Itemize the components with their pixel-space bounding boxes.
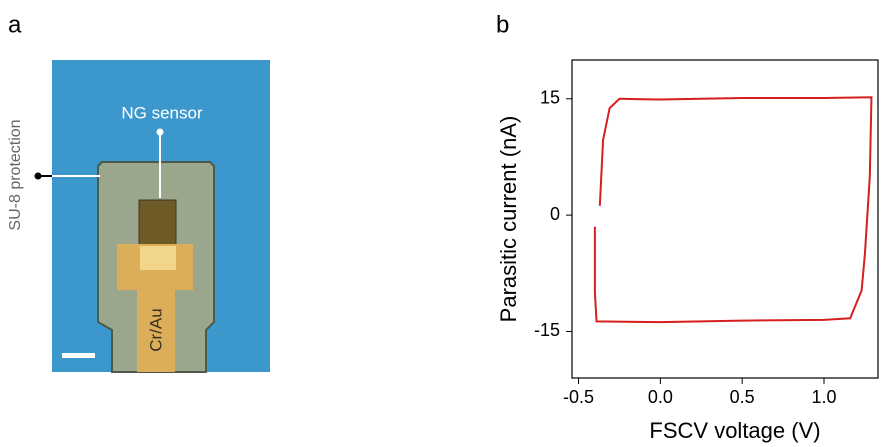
contact [140,246,176,270]
leader-dot [156,128,164,136]
x-axis-title: FSCV voltage (V) [649,418,820,443]
y-tick-label: -15 [534,320,560,340]
micrograph: Cr/Au NG sensor [34,60,270,373]
protection-label: SU-8 protection [7,119,24,230]
sensor [138,199,177,247]
x-tick-label: -0.5 [563,387,594,407]
plot-frame [571,59,879,379]
y-tick-label: 0 [550,204,560,224]
electrode [117,244,193,372]
x-tick-label: 0.5 [730,387,755,407]
leader-dot [34,172,42,180]
panel-label: a [8,11,22,38]
electrode-label: Cr/Au [146,308,165,351]
y-tick-label: 15 [540,88,560,108]
panel-label: b [496,11,509,38]
y-axis-title: Parasitic current (nA) [496,116,521,323]
scale-bar [62,353,95,358]
data-line [593,96,873,324]
sensor-label: NG sensor [121,103,203,122]
x-tick-label: 1.0 [811,387,836,407]
x-tick-label: 0.0 [648,387,673,407]
